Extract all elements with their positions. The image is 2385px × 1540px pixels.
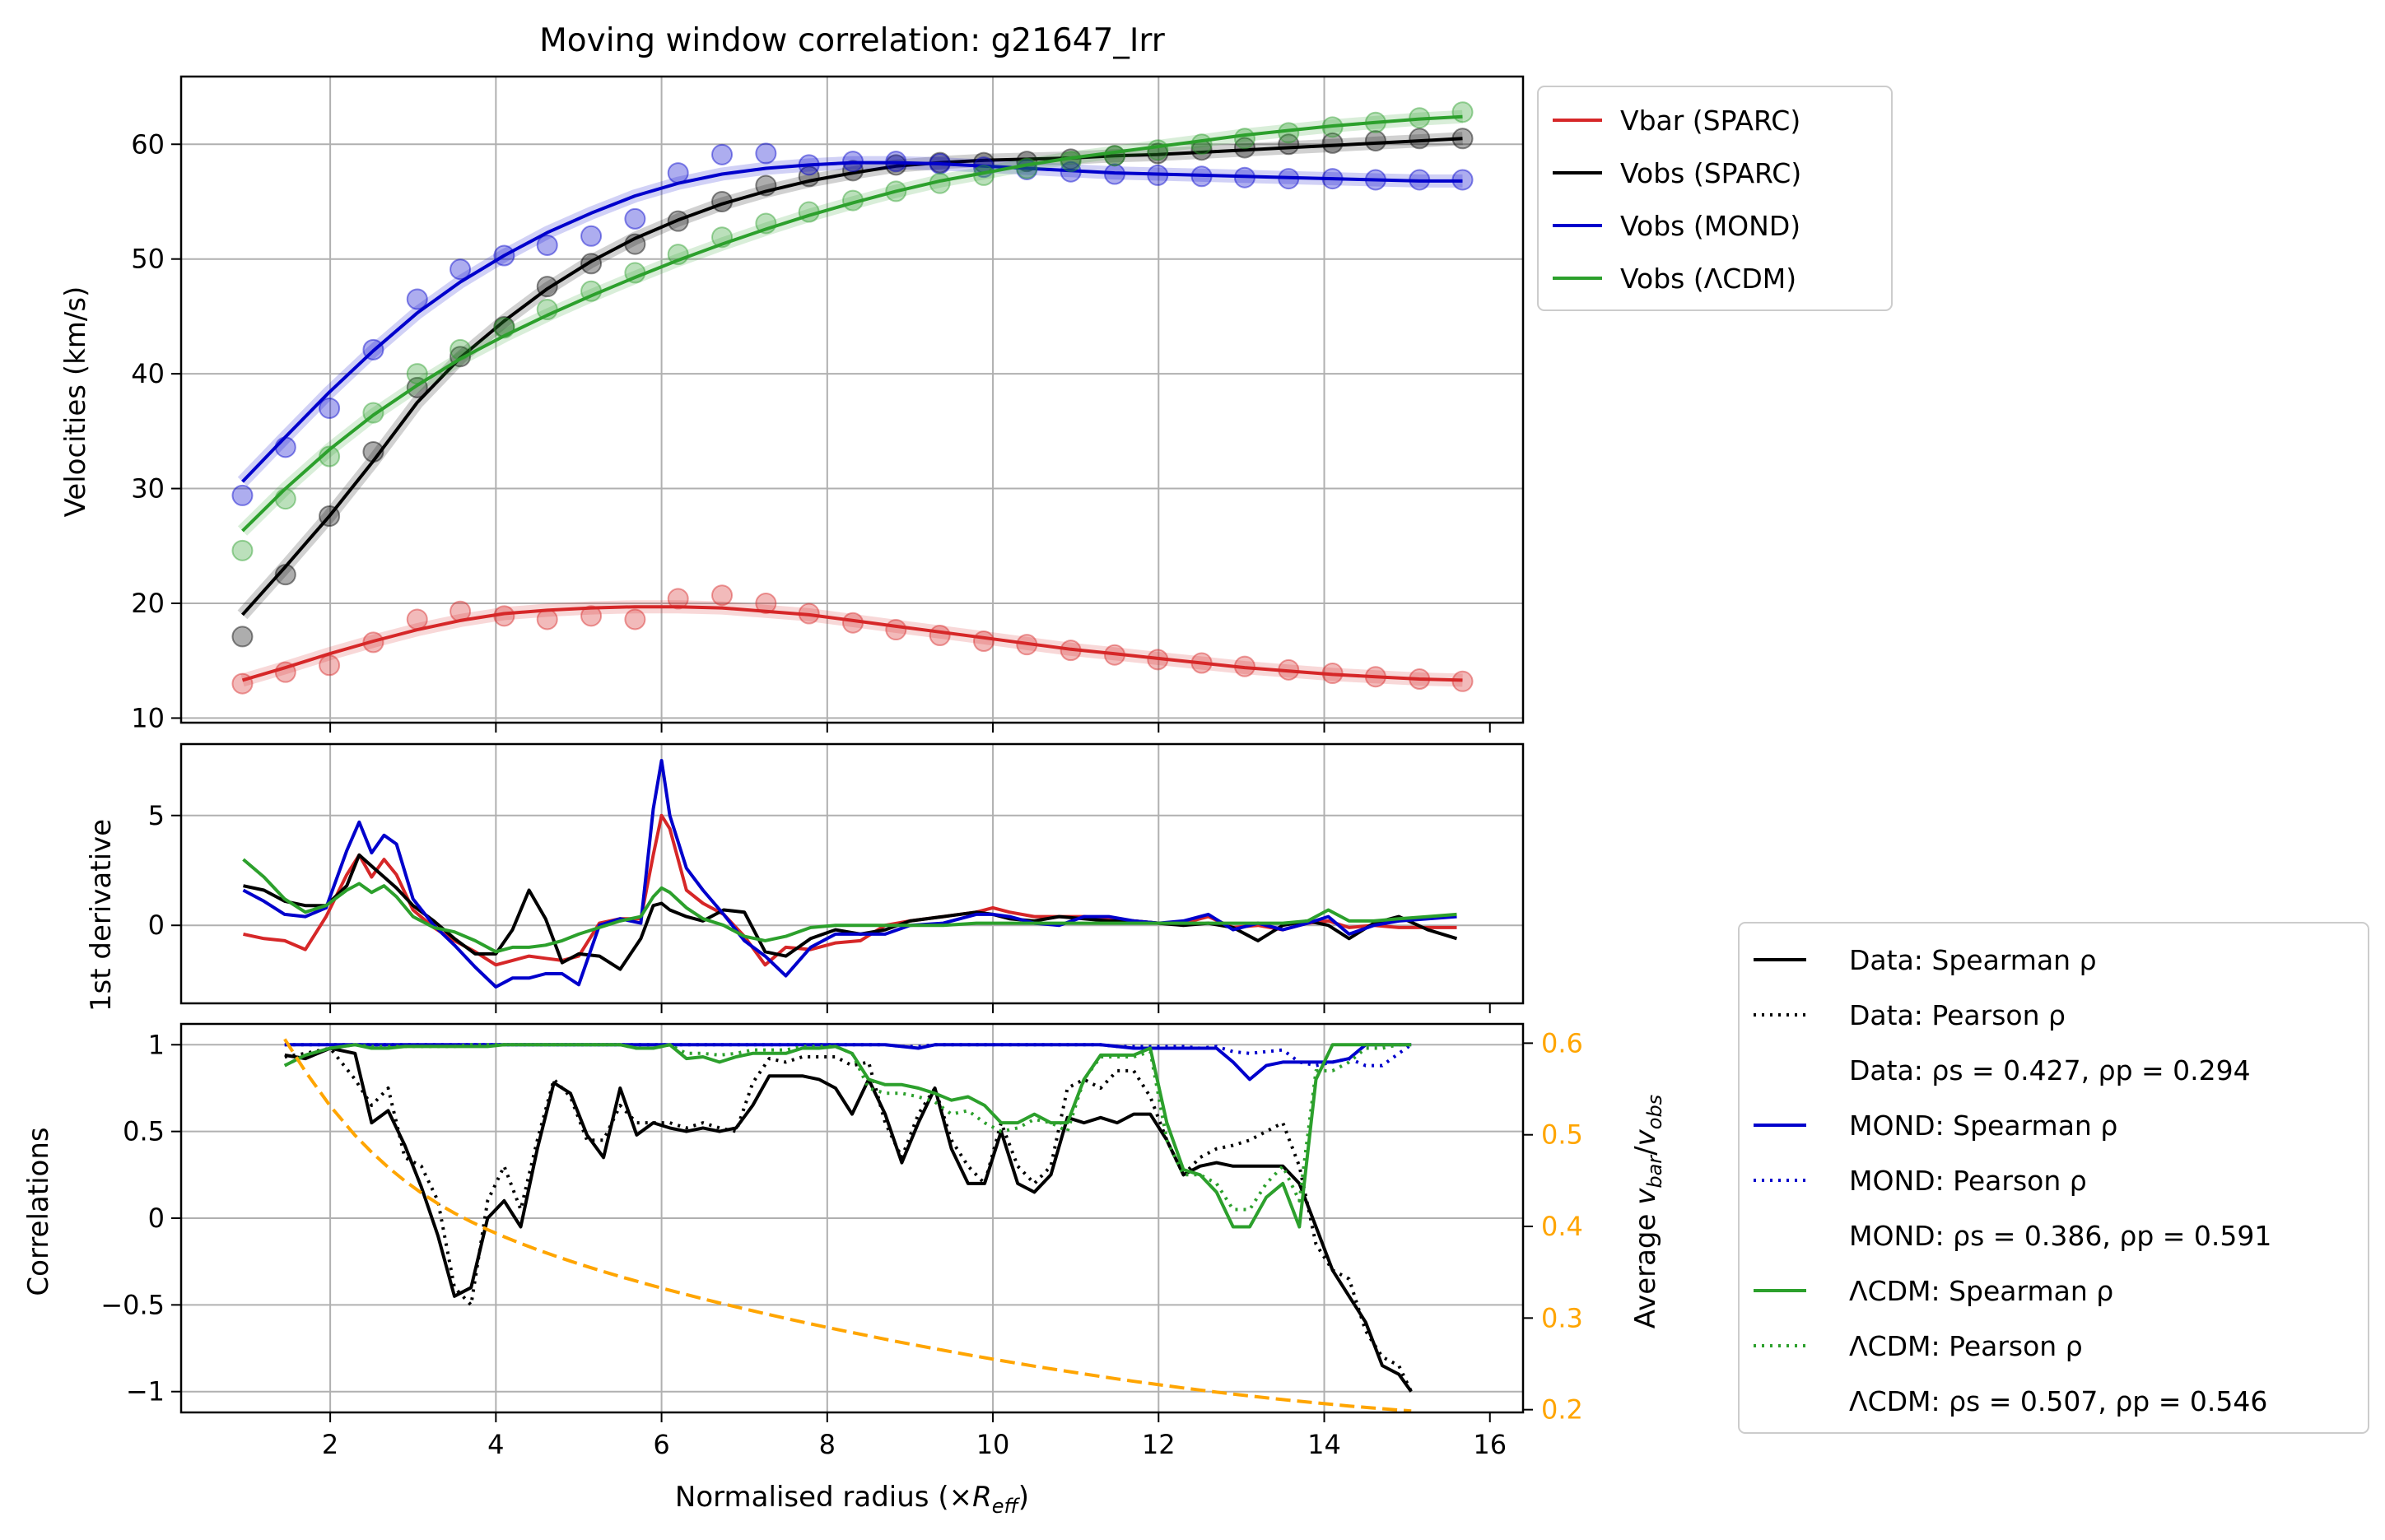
derivative-line-vobs-cdm- bbox=[242, 858, 1457, 954]
y-tick-label: 10 bbox=[131, 702, 165, 733]
x-tick-label: 2 bbox=[322, 1429, 338, 1460]
y-tick-label: 30 bbox=[131, 473, 165, 505]
data-point-vobs-mond- bbox=[406, 288, 428, 310]
data-point-vobs-mond- bbox=[536, 234, 558, 256]
bottom-y-axis-label: Correlations bbox=[22, 1127, 55, 1296]
plot-area bbox=[283, 1038, 1414, 1412]
legend-label: ΛCDM: Pearson ρ bbox=[1849, 1330, 2083, 1362]
x-tick-label: 6 bbox=[653, 1429, 669, 1460]
data-point-vobs-mond- bbox=[450, 258, 472, 281]
y-tick-label: 20 bbox=[131, 588, 165, 619]
middle-y-axis-label: 1st derivative bbox=[85, 819, 118, 1012]
x-tick-label: 8 bbox=[819, 1429, 836, 1460]
legend-label: Vobs (MOND) bbox=[1620, 210, 1800, 242]
y-tick-label: 5 bbox=[148, 800, 165, 831]
chart-title: Moving window correlation: g21647_Irr bbox=[539, 22, 1166, 59]
data-point-vobs-mond- bbox=[231, 484, 254, 506]
axes-frame bbox=[179, 742, 1525, 1005]
plot-area bbox=[231, 101, 1474, 695]
legend-label: Vobs (SPARC) bbox=[1620, 157, 1801, 189]
legend-label: MOND: ρs = 0.386, ρp = 0.591 bbox=[1849, 1220, 2271, 1252]
y-tick-label: −0.5 bbox=[100, 1289, 165, 1320]
legend-label: MOND: Spearman ρ bbox=[1849, 1110, 2117, 1142]
plot-area bbox=[242, 759, 1458, 989]
axes-frame bbox=[179, 75, 1525, 724]
data-point-vobs-mond- bbox=[711, 143, 734, 165]
y-tick-label: −1 bbox=[126, 1376, 165, 1407]
y-tick-label: 60 bbox=[131, 128, 165, 160]
data-point-vbar-sparc- bbox=[624, 608, 646, 630]
x-tick-label: 10 bbox=[976, 1429, 1010, 1460]
data-point-vobs-mond- bbox=[580, 225, 603, 247]
y-tick-label: 1 bbox=[148, 1029, 165, 1060]
data-point-vbar-sparc- bbox=[580, 605, 603, 627]
axes-frame bbox=[179, 1022, 1525, 1414]
correlation-line--cdm-spearman- bbox=[283, 1043, 1412, 1229]
data-point-vobs-cdm- bbox=[231, 539, 254, 561]
legend-label: Vbar (SPARC) bbox=[1620, 105, 1800, 137]
correlation-panel: 2 4 6 8 10 12 14 16 −1 −0.5 0 0.5 1 0.2 0.3 0.4 0.5 0.6 bbox=[100, 1022, 1583, 1460]
legend-box bbox=[1738, 922, 2369, 1434]
legend-box bbox=[1537, 86, 1893, 311]
velocity-panel: 10 20 30 40 50 60 bbox=[131, 75, 1525, 733]
right-y-tick-label: 0.6 bbox=[1541, 1027, 1583, 1058]
data-point-vbar-sparc- bbox=[667, 588, 689, 610]
x-tick-label: 14 bbox=[1307, 1429, 1341, 1460]
data-point-vbar-sparc- bbox=[711, 584, 734, 607]
top-y-axis-label: Velocities (km/s) bbox=[59, 286, 92, 518]
data-point-vobs-sparc- bbox=[1409, 128, 1431, 150]
y-tick-label: 0.5 bbox=[123, 1116, 165, 1147]
legend-label: Data: ρs = 0.427, ρp = 0.294 bbox=[1849, 1054, 2251, 1086]
y-tick-label: 0 bbox=[148, 1203, 165, 1234]
derivative-line-vobs-mond- bbox=[242, 759, 1457, 989]
x-tick-label: 16 bbox=[1473, 1429, 1507, 1460]
y-tick-label: 40 bbox=[131, 358, 165, 389]
x-tick-label: 4 bbox=[487, 1429, 504, 1460]
data-point-vobs-mond- bbox=[755, 142, 777, 165]
data-point-vobs-sparc- bbox=[1321, 132, 1344, 154]
data-point-vobs-sparc- bbox=[231, 626, 254, 648]
derivative-panel: 05 bbox=[148, 742, 1525, 1013]
fit-line-vobs-mond- bbox=[241, 161, 1463, 483]
data-point-vobs-sparc- bbox=[1233, 137, 1255, 159]
right-y-tick-label: 0.4 bbox=[1541, 1211, 1583, 1242]
legend-label: Vobs (ΛCDM) bbox=[1620, 263, 1796, 295]
data-point-vobs-mond- bbox=[624, 207, 646, 230]
data-point-vobs-mond- bbox=[319, 397, 341, 419]
legend-label: ΛCDM: Spearman ρ bbox=[1849, 1275, 2113, 1307]
data-point-vobs-sparc- bbox=[1364, 130, 1386, 152]
y-tick-label: 50 bbox=[131, 244, 165, 275]
legend-label: Data: Pearson ρ bbox=[1849, 999, 2066, 1031]
legend-label: ΛCDM: ρs = 0.507, ρp = 0.546 bbox=[1849, 1385, 2267, 1417]
fit-line-vobs-sparc- bbox=[241, 137, 1463, 616]
fit-line-vbar-sparc- bbox=[241, 605, 1463, 682]
x-axis-label: Normalised radius (×Reff) bbox=[675, 1481, 1029, 1518]
correlation-line-data-spearman- bbox=[284, 1046, 1413, 1393]
y-tick-label: 0 bbox=[148, 910, 165, 941]
fit-line-vobs-cdm- bbox=[241, 114, 1463, 533]
right-y-tick-label: 0.2 bbox=[1541, 1394, 1583, 1426]
right-y-axis-label: Average vbar/vobs bbox=[1629, 1095, 1666, 1328]
correlation-line--cdm-pearson- bbox=[283, 1043, 1412, 1212]
velocity-legend: Vbar (SPARC) Vobs (SPARC) Vobs (MOND) Vobs … bbox=[1537, 86, 1893, 311]
correlation-line-average-v-bar-v-obs bbox=[283, 1038, 1412, 1412]
legend-label: Data: Spearman ρ bbox=[1849, 944, 2097, 976]
legend-label: MOND: Pearson ρ bbox=[1849, 1165, 2087, 1197]
right-y-tick-label: 0.5 bbox=[1541, 1119, 1583, 1151]
data-point-vbar-sparc- bbox=[755, 592, 777, 614]
correlation-legend: Data: Spearman ρ Data: Pearson ρ Data: ρs … bbox=[1738, 922, 2369, 1434]
x-tick-label: 12 bbox=[1142, 1429, 1176, 1460]
right-y-tick-label: 0.3 bbox=[1541, 1302, 1583, 1333]
